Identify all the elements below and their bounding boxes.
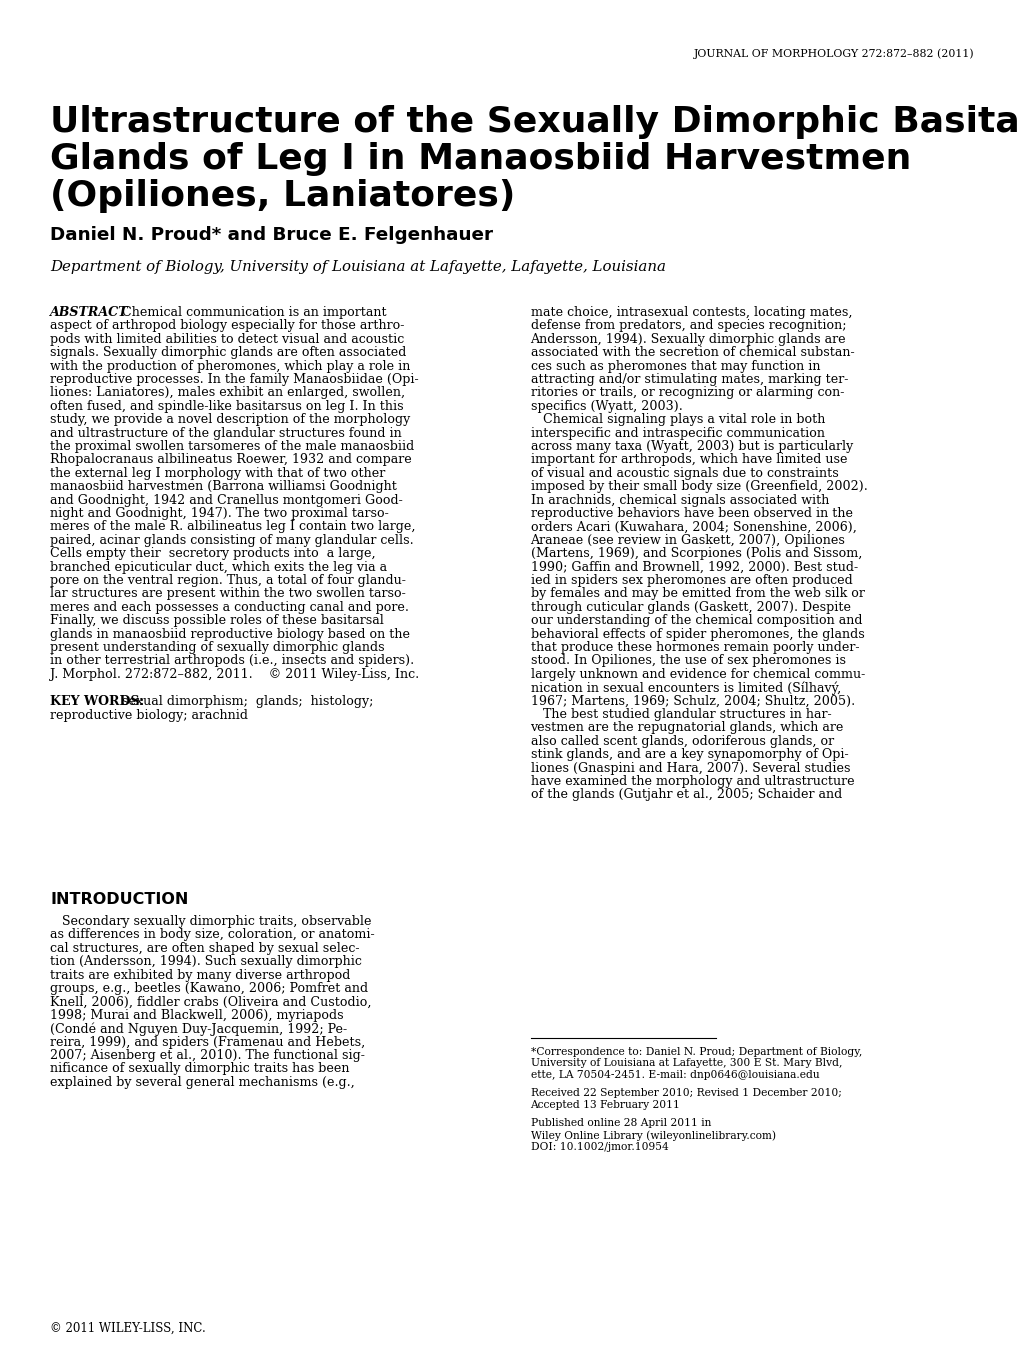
Text: paired, acinar glands consisting of many glandular cells.: paired, acinar glands consisting of many… [50,533,414,547]
Text: Ultrastructure of the Sexually Dimorphic Basitarsal: Ultrastructure of the Sexually Dimorphic… [50,105,1019,139]
Text: stood. In Opiliones, the use of sex pheromones is: stood. In Opiliones, the use of sex pher… [530,655,845,667]
Text: interspecific and intraspecific communication: interspecific and intraspecific communic… [530,427,823,440]
Text: through cuticular glands (Gaskett, 2007). Despite: through cuticular glands (Gaskett, 2007)… [530,601,850,614]
Text: the proximal swollen tarsomeres of the male manaosbiid: the proximal swollen tarsomeres of the m… [50,440,414,454]
Text: 1998; Murai and Blackwell, 2006), myriapods: 1998; Murai and Blackwell, 2006), myriap… [50,1008,343,1022]
Text: have examined the morphology and ultrastructure: have examined the morphology and ultrast… [530,775,853,788]
Text: reira, 1999), and spiders (Framenau and Hebets,: reira, 1999), and spiders (Framenau and … [50,1035,365,1049]
Text: lar structures are present within the two swollen tarso-: lar structures are present within the tw… [50,587,406,601]
Text: KEY WORDS:: KEY WORDS: [50,695,144,709]
Text: University of Louisiana at Lafayette, 300 E St. Mary Blvd,: University of Louisiana at Lafayette, 30… [530,1058,841,1068]
Text: present understanding of sexually dimorphic glands: present understanding of sexually dimorp… [50,641,384,653]
Text: ces such as pheromones that may function in: ces such as pheromones that may function… [530,359,819,373]
Text: imposed by their small body size (Greenfield, 2002).: imposed by their small body size (Greenf… [530,481,866,493]
Text: INTRODUCTION: INTRODUCTION [50,892,189,907]
Text: in other terrestrial arthropods (i.e., insects and spiders).: in other terrestrial arthropods (i.e., i… [50,655,414,667]
Text: of visual and acoustic signals due to constraints: of visual and acoustic signals due to co… [530,467,838,479]
Text: ABSTRACT: ABSTRACT [50,306,128,319]
Text: © 2011 WILEY-LISS, INC.: © 2011 WILEY-LISS, INC. [50,1322,206,1335]
Text: Chemical communication is an important: Chemical communication is an important [122,306,386,319]
Text: (Martens, 1969), and Scorpiones (Polis and Sissom,: (Martens, 1969), and Scorpiones (Polis a… [530,547,861,560]
Text: liones (Gnaspini and Hara, 2007). Several studies: liones (Gnaspini and Hara, 2007). Severa… [530,761,849,775]
Text: In arachnids, chemical signals associated with: In arachnids, chemical signals associate… [530,494,828,506]
Text: manaosbiid harvestmen (Barrona williamsi Goodnight: manaosbiid harvestmen (Barrona williamsi… [50,481,396,493]
Text: of the glands (Gutjahr et al., 2005; Schaider and: of the glands (Gutjahr et al., 2005; Sch… [530,788,841,802]
Text: pods with limited abilities to detect visual and acoustic: pods with limited abilities to detect vi… [50,333,404,346]
Text: JOURNAL OF MORPHOLOGY 272:872–882 (2011): JOURNAL OF MORPHOLOGY 272:872–882 (2011) [694,49,974,58]
Text: Chemical signaling plays a vital role in both: Chemical signaling plays a vital role in… [530,413,824,427]
Text: ied in spiders sex pheromones are often produced: ied in spiders sex pheromones are often … [530,574,852,587]
Text: meres and each possesses a conducting canal and pore.: meres and each possesses a conducting ca… [50,601,409,614]
Text: Knell, 2006), fiddler crabs (Oliveira and Custodio,: Knell, 2006), fiddler crabs (Oliveira an… [50,995,371,1008]
Text: vestmen are the repugnatorial glands, which are: vestmen are the repugnatorial glands, wh… [530,721,843,734]
Text: that produce these hormones remain poorly under-: that produce these hormones remain poorl… [530,641,858,653]
Text: across many taxa (Wyatt, 2003) but is particularly: across many taxa (Wyatt, 2003) but is pa… [530,440,852,454]
Text: J. Morphol. 272:872–882, 2011.    © 2011 Wiley-Liss, Inc.: J. Morphol. 272:872–882, 2011. © 2011 Wi… [50,668,419,680]
Text: 1990; Gaffin and Brownell, 1992, 2000). Best stud-: 1990; Gaffin and Brownell, 1992, 2000). … [530,560,857,574]
Text: our understanding of the chemical composition and: our understanding of the chemical compos… [530,614,861,628]
Text: liones: Laniatores), males exhibit an enlarged, swollen,: liones: Laniatores), males exhibit an en… [50,386,405,400]
Text: aspect of arthropod biology especially for those arthro-: aspect of arthropod biology especially f… [50,320,404,332]
Text: Araneae (see review in Gaskett, 2007), Opiliones: Araneae (see review in Gaskett, 2007), O… [530,533,845,547]
Text: glands in manaosbiid reproductive biology based on the: glands in manaosbiid reproductive biolog… [50,628,410,641]
Text: cal structures, are often shaped by sexual selec-: cal structures, are often shaped by sexu… [50,942,359,954]
Text: and Goodnight, 1942 and Cranellus montgomeri Good-: and Goodnight, 1942 and Cranellus montgo… [50,494,403,506]
Text: stink glands, and are a key synapomorphy of Opi-: stink glands, and are a key synapomorphy… [530,748,848,761]
Text: Wiley Online Library (wileyonlinelibrary.com): Wiley Online Library (wileyonlinelibrary… [530,1130,774,1141]
Text: explained by several general mechanisms (e.g.,: explained by several general mechanisms … [50,1076,355,1089]
Text: reproductive processes. In the family Manaosbiidae (Opi-: reproductive processes. In the family Ma… [50,373,418,386]
Text: groups, e.g., beetles (Kawano, 2006; Pomfret and: groups, e.g., beetles (Kawano, 2006; Pom… [50,981,368,995]
Text: defense from predators, and species recognition;: defense from predators, and species reco… [530,320,845,332]
Text: *Correspondence to: Daniel N. Proud; Department of Biology,: *Correspondence to: Daniel N. Proud; Dep… [530,1048,861,1057]
Text: Department of Biology, University of Louisiana at Lafayette, Lafayette, Louisian: Department of Biology, University of Lou… [50,261,665,274]
Text: ette, LA 70504-2451. E-mail: dnp0646@louisiana.edu: ette, LA 70504-2451. E-mail: dnp0646@lou… [530,1071,818,1080]
Text: (Condé and Nguyen Duy-Jacquemin, 1992; Pe-: (Condé and Nguyen Duy-Jacquemin, 1992; P… [50,1022,346,1035]
Text: specifics (Wyatt, 2003).: specifics (Wyatt, 2003). [530,400,682,413]
Text: orders Acari (Kuwahara, 2004; Sonenshine, 2006),: orders Acari (Kuwahara, 2004; Sonenshine… [530,520,856,533]
Text: Accepted 13 February 2011: Accepted 13 February 2011 [530,1100,680,1110]
Text: attracting and/or stimulating mates, marking ter-: attracting and/or stimulating mates, mar… [530,373,847,386]
Text: nificance of sexually dimorphic traits has been: nificance of sexually dimorphic traits h… [50,1062,350,1076]
Text: Secondary sexually dimorphic traits, observable: Secondary sexually dimorphic traits, obs… [50,915,371,927]
Text: often fused, and spindle-like basitarsus on leg I. In this: often fused, and spindle-like basitarsus… [50,400,404,413]
Text: Finally, we discuss possible roles of these basitarsal: Finally, we discuss possible roles of th… [50,614,383,628]
Text: sexual dimorphism;  glands;  histology;: sexual dimorphism; glands; histology; [122,695,373,709]
Text: DOI: 10.1002/jmor.10954: DOI: 10.1002/jmor.10954 [530,1142,667,1152]
Text: Andersson, 1994). Sexually dimorphic glands are: Andersson, 1994). Sexually dimorphic gla… [530,333,846,346]
Text: 1967; Martens, 1969; Schulz, 2004; Shultz, 2005).: 1967; Martens, 1969; Schulz, 2004; Shult… [530,695,854,707]
Text: important for arthropods, which have limited use: important for arthropods, which have lim… [530,454,846,466]
Text: behavioral effects of spider pheromones, the glands: behavioral effects of spider pheromones,… [530,628,863,641]
Text: reproductive biology; arachnid: reproductive biology; arachnid [50,709,248,722]
Text: signals. Sexually dimorphic glands are often associated: signals. Sexually dimorphic glands are o… [50,346,406,359]
Text: night and Goodnight, 1947). The two proximal tarso-: night and Goodnight, 1947). The two prox… [50,508,388,520]
Text: meres of the male R. albilineatus leg I contain two large,: meres of the male R. albilineatus leg I … [50,520,415,533]
Text: Cells empty their  secretory products into  a large,: Cells empty their secretory products int… [50,547,375,560]
Text: 2007; Aisenberg et al., 2010). The functional sig-: 2007; Aisenberg et al., 2010). The funct… [50,1049,365,1062]
Text: Glands of Leg I in Manaosbiid Harvestmen: Glands of Leg I in Manaosbiid Harvestmen [50,142,911,176]
Text: nication in sexual encounters is limited (Sílhavý,: nication in sexual encounters is limited… [530,682,840,695]
Text: mate choice, intrasexual contests, locating mates,: mate choice, intrasexual contests, locat… [530,306,851,319]
Text: Rhopalocranaus albilineatus Roewer, 1932 and compare: Rhopalocranaus albilineatus Roewer, 1932… [50,454,412,466]
Text: as differences in body size, coloration, or anatomi-: as differences in body size, coloration,… [50,929,374,941]
Text: largely unknown and evidence for chemical commu-: largely unknown and evidence for chemica… [530,668,864,680]
Text: ritories or trails, or recognizing or alarming con-: ritories or trails, or recognizing or al… [530,386,843,400]
Text: also called scent glands, odoriferous glands, or: also called scent glands, odoriferous gl… [530,734,833,748]
Text: reproductive behaviors have been observed in the: reproductive behaviors have been observe… [530,508,852,520]
Text: associated with the secretion of chemical substan-: associated with the secretion of chemica… [530,346,853,359]
Text: study, we provide a novel description of the morphology: study, we provide a novel description of… [50,413,410,427]
Text: Published online 28 April 2011 in: Published online 28 April 2011 in [530,1119,710,1129]
Text: Daniel N. Proud* and Bruce E. Felgenhauer: Daniel N. Proud* and Bruce E. Felgenhaue… [50,225,492,244]
Text: Received 22 September 2010; Revised 1 December 2010;: Received 22 September 2010; Revised 1 De… [530,1088,841,1099]
Text: by females and may be emitted from the web silk or: by females and may be emitted from the w… [530,587,863,601]
Text: pore on the ventral region. Thus, a total of four glandu-: pore on the ventral region. Thus, a tota… [50,574,406,587]
Text: and ultrastructure of the glandular structures found in: and ultrastructure of the glandular stru… [50,427,401,440]
Text: branched epicuticular duct, which exits the leg via a: branched epicuticular duct, which exits … [50,560,387,574]
Text: (Opiliones, Laniatores): (Opiliones, Laniatores) [50,180,515,213]
Text: The best studied glandular structures in har-: The best studied glandular structures in… [530,707,830,721]
Text: tion (Andersson, 1994). Such sexually dimorphic: tion (Andersson, 1994). Such sexually di… [50,956,362,968]
Text: the external leg I morphology with that of two other: the external leg I morphology with that … [50,467,385,479]
Text: traits are exhibited by many diverse arthropod: traits are exhibited by many diverse art… [50,968,351,981]
Text: with the production of pheromones, which play a role in: with the production of pheromones, which… [50,359,410,373]
